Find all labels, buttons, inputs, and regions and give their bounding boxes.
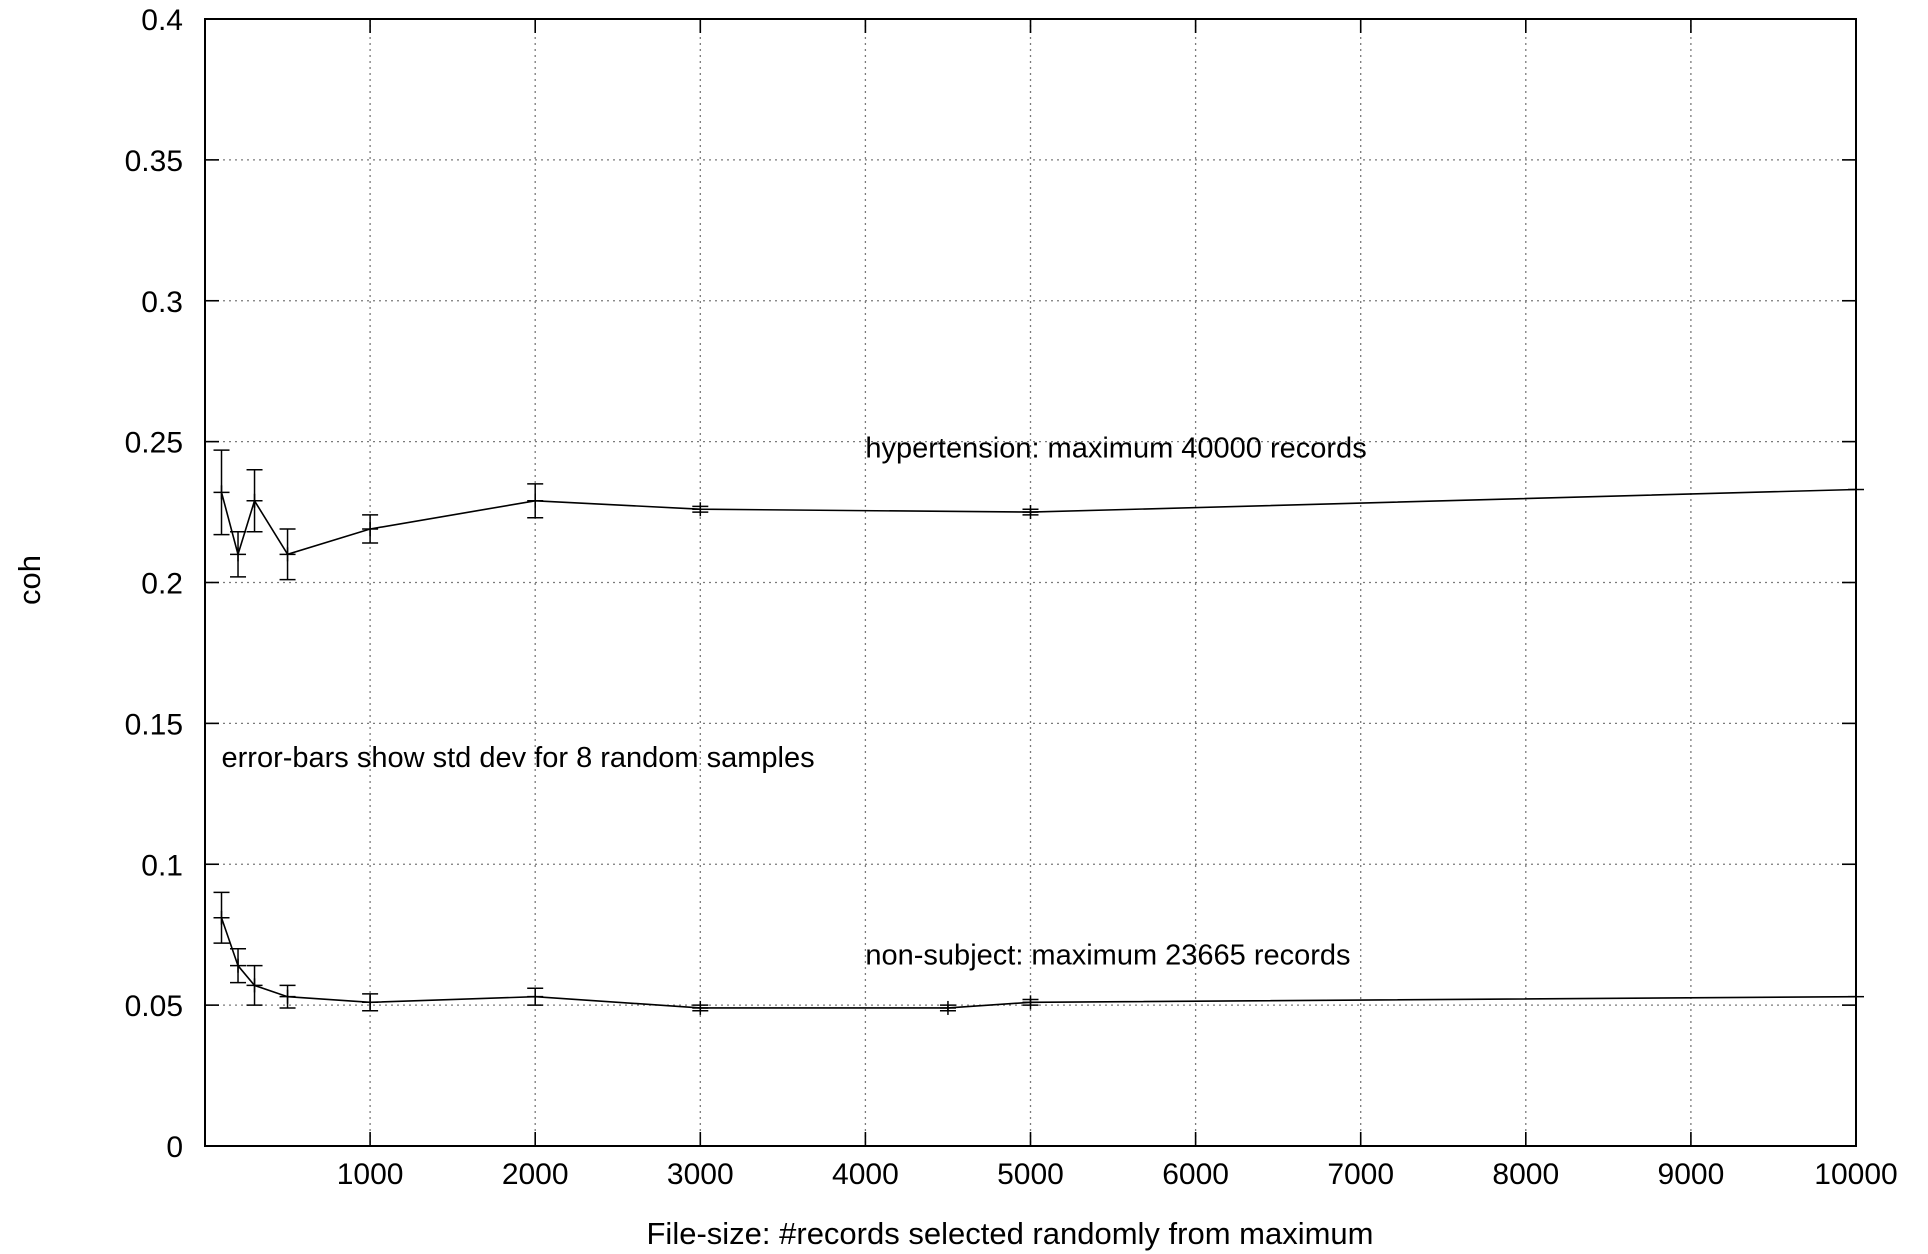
data-point: [213, 910, 230, 925]
x-tick-label: 10000: [1814, 1158, 1897, 1191]
data-point: [246, 493, 263, 508]
x-axis-label: File-size: #records selected randomly fr…: [647, 1216, 1374, 1251]
y-tick-label: 0.05: [125, 990, 183, 1023]
series-line: [220, 917, 1857, 1009]
data-point: [279, 547, 296, 562]
data-point: [939, 1000, 956, 1015]
y-tick-label: 0.2: [141, 568, 183, 601]
data-point: [362, 995, 379, 1010]
data-point: [279, 989, 296, 1004]
data-point: [692, 502, 709, 517]
y-tick-label: 0: [166, 1131, 183, 1164]
x-tick-label: 9000: [1658, 1158, 1725, 1191]
annotations: hypertension: maximum 40000 records error…: [222, 432, 1367, 971]
data-point: [213, 485, 230, 500]
x-tick-label: 1000: [337, 1158, 404, 1191]
x-tick-label: 4000: [832, 1158, 899, 1191]
data-point: [1022, 505, 1039, 520]
y-tick-label: 0.25: [125, 427, 183, 460]
annotation: error-bars show std dev for 8 random sam…: [222, 742, 815, 774]
x-tick-labels: 1000 2000 3000 4000 5000 6000 7000 8000 9000 1000…: [337, 1158, 1898, 1191]
data-point: [692, 1000, 709, 1015]
grid: [205, 19, 1856, 1146]
x-tick-label: 5000: [997, 1158, 1064, 1191]
x-tick-label: 7000: [1327, 1158, 1394, 1191]
data-point: [230, 958, 247, 973]
annotation: non-subject: maximum 23665 records: [865, 939, 1350, 971]
x-tick-label: 6000: [1162, 1158, 1229, 1191]
data-point: [1022, 995, 1039, 1010]
data-point: [527, 493, 544, 508]
data-point: [362, 521, 379, 536]
y-tick-label: 0.15: [125, 708, 183, 741]
series-1: [213, 449, 1864, 581]
annotation: hypertension: maximum 40000 records: [865, 432, 1366, 464]
data-point: [230, 547, 247, 562]
x-tick-label: 2000: [502, 1158, 569, 1191]
data-point: [527, 989, 544, 1004]
y-tick-label: 0.3: [141, 286, 183, 319]
y-axis-label: coh: [12, 555, 47, 605]
axis-ticks: [205, 18, 1857, 1147]
series-layer: [213, 449, 1864, 1015]
y-tick-label: 0.35: [125, 145, 183, 178]
x-tick-label: 8000: [1492, 1158, 1559, 1191]
y-tick-label: 0.4: [141, 4, 183, 37]
x-tick-label: 3000: [667, 1158, 734, 1191]
y-tick-label: 0.1: [141, 849, 183, 882]
y-tick-labels: 0 0.05 0.1 0.15 0.2 0.25 0.3 0.35 0.4: [125, 4, 183, 1164]
data-point: [246, 978, 263, 993]
